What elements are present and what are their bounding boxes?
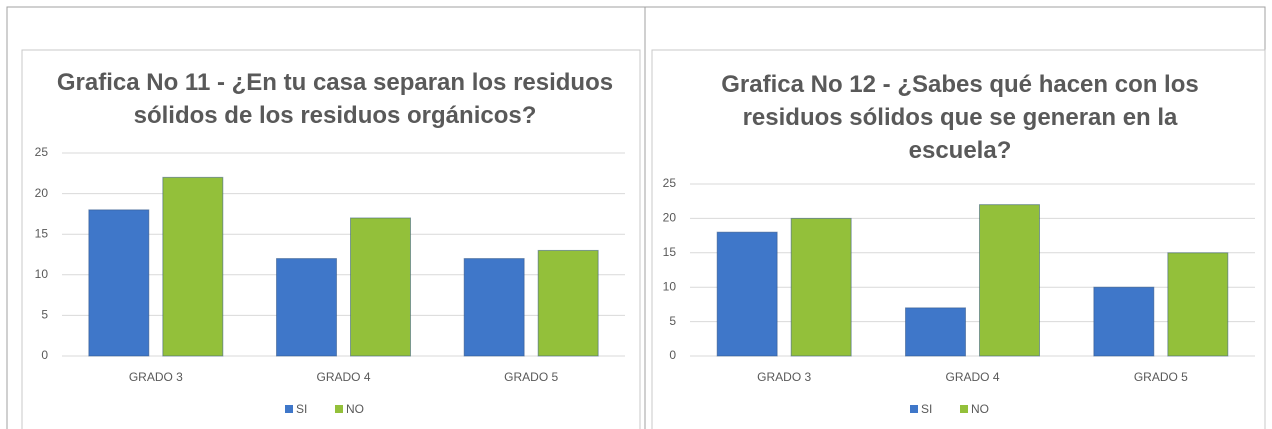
y-tick-label: 0 <box>41 348 48 362</box>
y-tick-label: 10 <box>35 267 49 281</box>
bar <box>88 209 150 357</box>
bar <box>276 258 337 357</box>
y-tick-label: 0 <box>669 348 676 362</box>
legend-swatch <box>960 405 968 413</box>
y-tick-label: 25 <box>35 145 49 159</box>
legend-label: NO <box>971 402 989 416</box>
bar <box>162 176 224 357</box>
legend-label: SI <box>921 402 932 416</box>
y-tick-label: 15 <box>35 226 49 240</box>
y-tick-label: 25 <box>663 176 677 190</box>
bar <box>350 217 411 357</box>
chart-box <box>651 49 1266 429</box>
bar <box>979 204 1040 357</box>
x-tick-label: GRADO 5 <box>504 370 558 384</box>
legend-swatch <box>285 405 293 413</box>
legend-swatch <box>335 405 343 413</box>
x-tick-label: GRADO 5 <box>1134 370 1188 384</box>
bar <box>1167 252 1229 357</box>
y-tick-label: 5 <box>669 314 676 328</box>
y-tick-label: 20 <box>35 186 49 200</box>
legend-label: SI <box>296 402 307 416</box>
bar <box>716 231 778 357</box>
bar <box>1093 286 1155 357</box>
x-tick-label: GRADO 4 <box>316 370 370 384</box>
chart-title: Grafica No 11 - ¿En tu casa separan los … <box>56 69 614 129</box>
chart-box <box>21 49 641 429</box>
x-tick-label: GRADO 4 <box>945 370 999 384</box>
bar <box>463 258 525 357</box>
legend-label: NO <box>346 402 364 416</box>
bar <box>905 307 966 357</box>
bar <box>790 217 852 357</box>
y-tick-label: 15 <box>663 245 677 259</box>
bar <box>537 249 599 357</box>
y-tick-label: 5 <box>41 308 48 322</box>
legend-swatch <box>910 405 918 413</box>
chart-title: Grafica No 12 - ¿Sabes qué hacen con los… <box>721 71 1199 164</box>
x-tick-label: GRADO 3 <box>129 370 183 384</box>
y-tick-label: 20 <box>663 211 677 225</box>
x-tick-label: GRADO 3 <box>757 370 811 384</box>
y-tick-label: 10 <box>663 279 677 293</box>
